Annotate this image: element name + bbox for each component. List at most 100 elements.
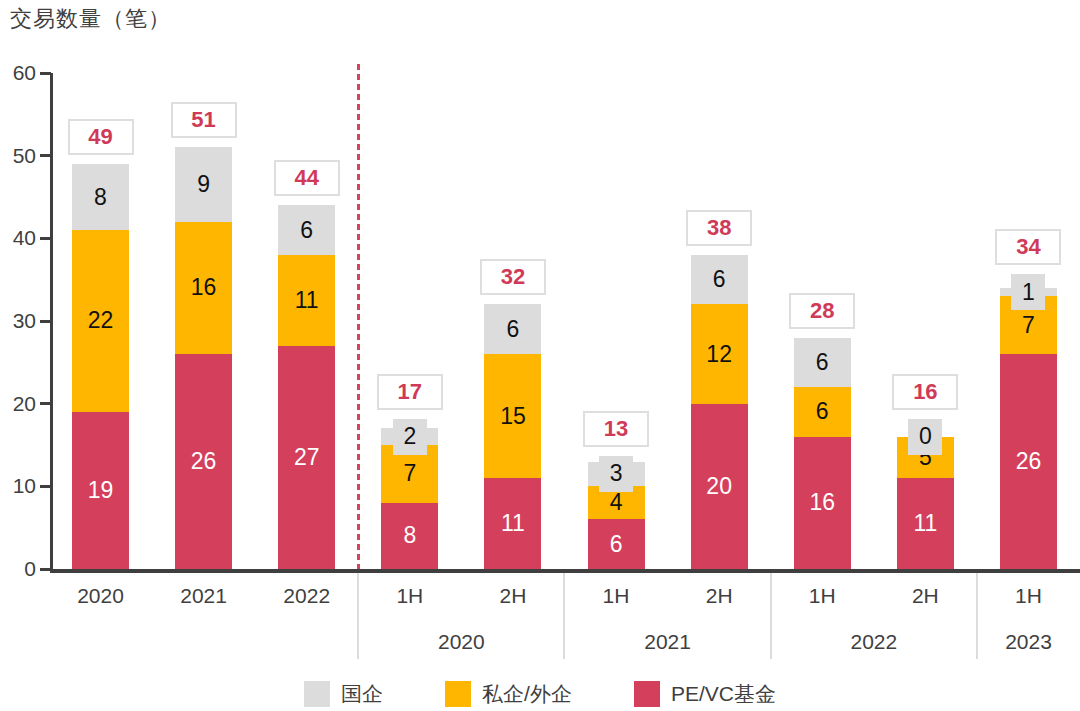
x-group-label: 2020 <box>401 631 521 653</box>
bar-segment-private: 22 <box>72 230 129 412</box>
y-tick-label: 20 <box>0 393 36 414</box>
legend-item-pevc: PE/VC基金 <box>634 680 776 708</box>
y-tick-label: 30 <box>0 310 36 331</box>
x-tick-label: 2021 <box>159 585 249 607</box>
total-label: 13 <box>583 411 649 447</box>
y-axis-tick <box>40 320 51 323</box>
y-tick-label: 40 <box>0 227 36 248</box>
segment-value-label: 26 <box>1016 450 1042 473</box>
legend-item-private: 私企/外企 <box>445 680 572 708</box>
legend-label-private: 私企/外企 <box>482 680 572 708</box>
legend-label-pevc: PE/VC基金 <box>671 680 776 708</box>
bar-segment-pevc: 20 <box>691 404 748 569</box>
segment-value-label: 15 <box>500 405 526 428</box>
segment-value-label: 22 <box>88 309 114 332</box>
bar-segment-private: 6 <box>794 387 851 437</box>
bar-segment-private: 15 <box>484 354 541 478</box>
private-color-swatch-icon <box>445 681 471 707</box>
total-label: 38 <box>686 210 752 246</box>
x-group-label: 2022 <box>814 631 934 653</box>
segment-value-label: 20 <box>706 475 732 498</box>
bar-segment-pevc: 26 <box>175 354 232 569</box>
segment-value-label: 11 <box>913 512 937 535</box>
segment-value-label: 4 <box>610 491 623 514</box>
bar-segment-pevc: 11 <box>897 478 954 569</box>
pevc-color-swatch-icon <box>634 681 660 707</box>
segment-value-label: 11 <box>295 289 319 312</box>
segment-value-chip: 3 <box>599 456 633 492</box>
segment-value-label: 8 <box>403 524 416 547</box>
segment-value-chip: 6 <box>805 344 839 380</box>
legend-label-soe: 国企 <box>341 680 383 708</box>
x-tick-label: 2H <box>674 585 764 607</box>
y-axis-tick <box>40 568 51 571</box>
y-axis-tick <box>40 402 51 405</box>
segment-value-chip: 6 <box>290 212 324 248</box>
segment-value-label: 26 <box>191 450 217 473</box>
legend-item-soe: 国企 <box>304 680 383 708</box>
y-tick-label: 10 <box>0 475 36 496</box>
bar-segment-pevc: 11 <box>484 478 541 569</box>
total-label: 34 <box>995 229 1061 265</box>
segment-value-chip: 6 <box>496 311 530 347</box>
total-label: 44 <box>274 160 340 196</box>
segment-value-label: 6 <box>610 533 623 556</box>
x-tick-label: 1H <box>777 585 867 607</box>
total-label: 51 <box>171 102 237 138</box>
y-axis-tick <box>40 72 51 75</box>
bar-segment-private: 16 <box>175 222 232 354</box>
y-tick-label: 0 <box>0 558 36 579</box>
bar-segment-private: 11 <box>278 255 335 346</box>
segment-value-chip: 9 <box>187 167 221 203</box>
chart-legend: 国企 私企/外企 PE/VC基金 <box>0 680 1080 708</box>
x-group-label: 2023 <box>968 631 1080 653</box>
total-label: 16 <box>892 374 958 410</box>
bar-segment-private: 12 <box>691 304 748 403</box>
y-tick-label: 60 <box>0 62 36 83</box>
segment-value-label: 16 <box>191 276 217 299</box>
period-divider-line <box>563 573 565 659</box>
x-tick-label: 1H <box>983 585 1073 607</box>
segment-value-label: 27 <box>294 446 320 469</box>
segment-value-chip: 2 <box>393 419 427 455</box>
x-tick-label: 2H <box>880 585 970 607</box>
annual-halfyear-divider-line <box>357 64 360 569</box>
x-group-label: 2021 <box>608 631 728 653</box>
segment-value-label: 6 <box>816 400 829 423</box>
segment-value-chip: 6 <box>702 262 736 298</box>
y-tick-label: 50 <box>0 145 36 166</box>
bar-segment-pevc: 27 <box>278 346 335 569</box>
segment-value-label: 7 <box>403 462 416 485</box>
bar-segment-pevc: 26 <box>1000 354 1057 569</box>
bar-segment-pevc: 8 <box>381 503 438 569</box>
total-label: 32 <box>480 259 546 295</box>
segment-value-label: 12 <box>706 343 732 366</box>
bar-segment-pevc: 19 <box>72 412 129 569</box>
segment-value-label: 11 <box>501 512 525 535</box>
chart-title: 交易数量（笔） <box>10 4 171 34</box>
y-axis-tick <box>40 154 51 157</box>
x-tick-label: 2H <box>468 585 558 607</box>
segment-value-chip: 1 <box>1011 274 1045 310</box>
total-label: 49 <box>68 119 134 155</box>
period-divider-line <box>357 573 359 659</box>
segment-value-label: 7 <box>1022 314 1035 337</box>
bar-segment-pevc: 6 <box>588 519 645 569</box>
y-axis-tick <box>40 485 51 488</box>
total-label: 17 <box>377 374 443 410</box>
period-divider-line <box>770 573 772 659</box>
y-axis <box>50 73 53 572</box>
x-tick-label: 1H <box>571 585 661 607</box>
x-tick-label: 1H <box>365 585 455 607</box>
segment-value-chip: 8 <box>84 179 118 215</box>
segment-value-chip: 0 <box>908 419 942 455</box>
segment-value-label: 19 <box>88 479 114 502</box>
soe-color-swatch-icon <box>304 681 330 707</box>
segment-value-label: 16 <box>809 491 835 514</box>
total-label: 28 <box>789 293 855 329</box>
x-tick-label: 2020 <box>56 585 146 607</box>
x-tick-label: 2022 <box>262 585 352 607</box>
y-axis-tick <box>40 237 51 240</box>
stacked-bar-chart: 交易数量（笔） 01020304050601922849202026169512… <box>0 0 1080 711</box>
bar-segment-pevc: 16 <box>794 437 851 569</box>
